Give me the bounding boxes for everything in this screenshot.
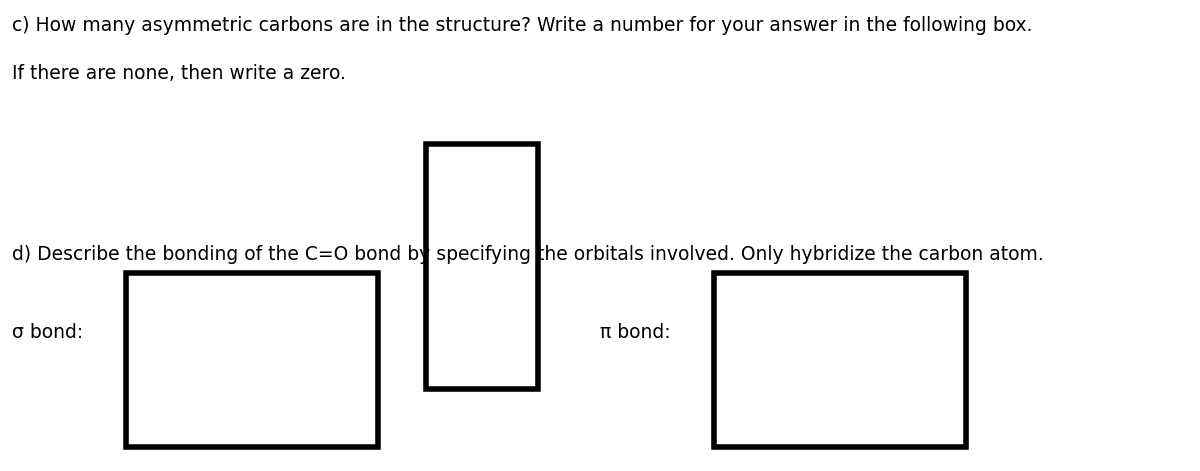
Text: σ bond:: σ bond:: [12, 323, 83, 341]
Bar: [426, 144, 538, 389]
Text: π bond:: π bond:: [600, 323, 671, 341]
Bar: [714, 273, 966, 447]
Text: c) How many asymmetric carbons are in the structure? Write a number for your ans: c) How many asymmetric carbons are in th…: [12, 16, 1032, 35]
Text: d) Describe the bonding of the C=O bond by specifying the orbitals involved. Onl: d) Describe the bonding of the C=O bond …: [12, 245, 1044, 264]
Bar: [126, 273, 378, 447]
Text: If there are none, then write a zero.: If there are none, then write a zero.: [12, 64, 346, 82]
